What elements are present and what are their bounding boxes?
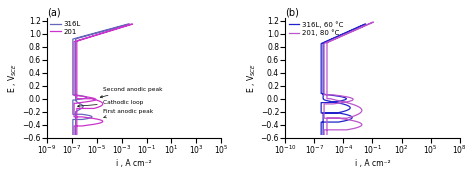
201, 80 °C	[350, 120, 356, 122]
Text: Cathodic loop: Cathodic loop	[78, 100, 143, 107]
Text: First anodic peak: First anodic peak	[103, 109, 153, 118]
201, 80 °C	[324, 133, 330, 135]
316L	[73, 133, 79, 135]
316L, 60 °C	[319, 133, 324, 135]
201	[84, 37, 90, 39]
Line: 201, 80 °C: 201, 80 °C	[324, 22, 374, 134]
201	[128, 23, 134, 25]
316L, 60 °C	[320, 59, 326, 61]
Legend: 316L, 201: 316L, 201	[50, 21, 81, 34]
316L	[125, 23, 130, 25]
316L, 60 °C	[362, 23, 367, 25]
Text: (b): (b)	[285, 7, 299, 17]
201, 80 °C	[324, 64, 330, 66]
316L, 60 °C	[320, 133, 326, 135]
Line: 201: 201	[74, 24, 133, 134]
201, 80 °C	[344, 102, 350, 104]
Line: 316L: 316L	[73, 24, 129, 134]
Y-axis label: E , V$_{SCE}$: E , V$_{SCE}$	[246, 63, 258, 93]
316L	[70, 123, 76, 125]
Legend: 316L, 60 °C, 201, 80 °C: 316L, 60 °C, 201, 80 °C	[289, 21, 343, 36]
Text: (a): (a)	[47, 7, 61, 17]
201, 80 °C	[370, 21, 375, 23]
316L, 60 °C	[320, 65, 326, 67]
201	[74, 122, 80, 124]
201	[115, 27, 120, 29]
316L	[80, 106, 86, 108]
201, 80 °C	[359, 111, 365, 113]
316L, 60 °C	[319, 46, 324, 48]
201, 80 °C	[324, 69, 330, 71]
316L	[73, 125, 79, 127]
316L	[119, 25, 125, 27]
316L, 60 °C	[349, 117, 355, 119]
316L, 60 °C	[346, 108, 351, 111]
201	[76, 40, 82, 42]
316L	[70, 133, 76, 135]
Line: 316L, 60 °C: 316L, 60 °C	[321, 24, 366, 134]
201, 80 °C	[329, 39, 335, 41]
201, 80 °C	[321, 133, 327, 135]
201	[75, 39, 81, 41]
316L	[70, 130, 76, 132]
Y-axis label: E , V$_{SCE}$: E , V$_{SCE}$	[7, 63, 19, 93]
Text: Second anodic peak: Second anodic peak	[100, 87, 162, 98]
201	[71, 130, 77, 132]
316L, 60 °C	[331, 101, 337, 103]
X-axis label: i , A cm⁻²: i , A cm⁻²	[116, 159, 152, 168]
201	[74, 133, 80, 135]
201	[71, 133, 77, 135]
316L	[70, 119, 76, 121]
X-axis label: i , A cm⁻²: i , A cm⁻²	[355, 159, 390, 168]
